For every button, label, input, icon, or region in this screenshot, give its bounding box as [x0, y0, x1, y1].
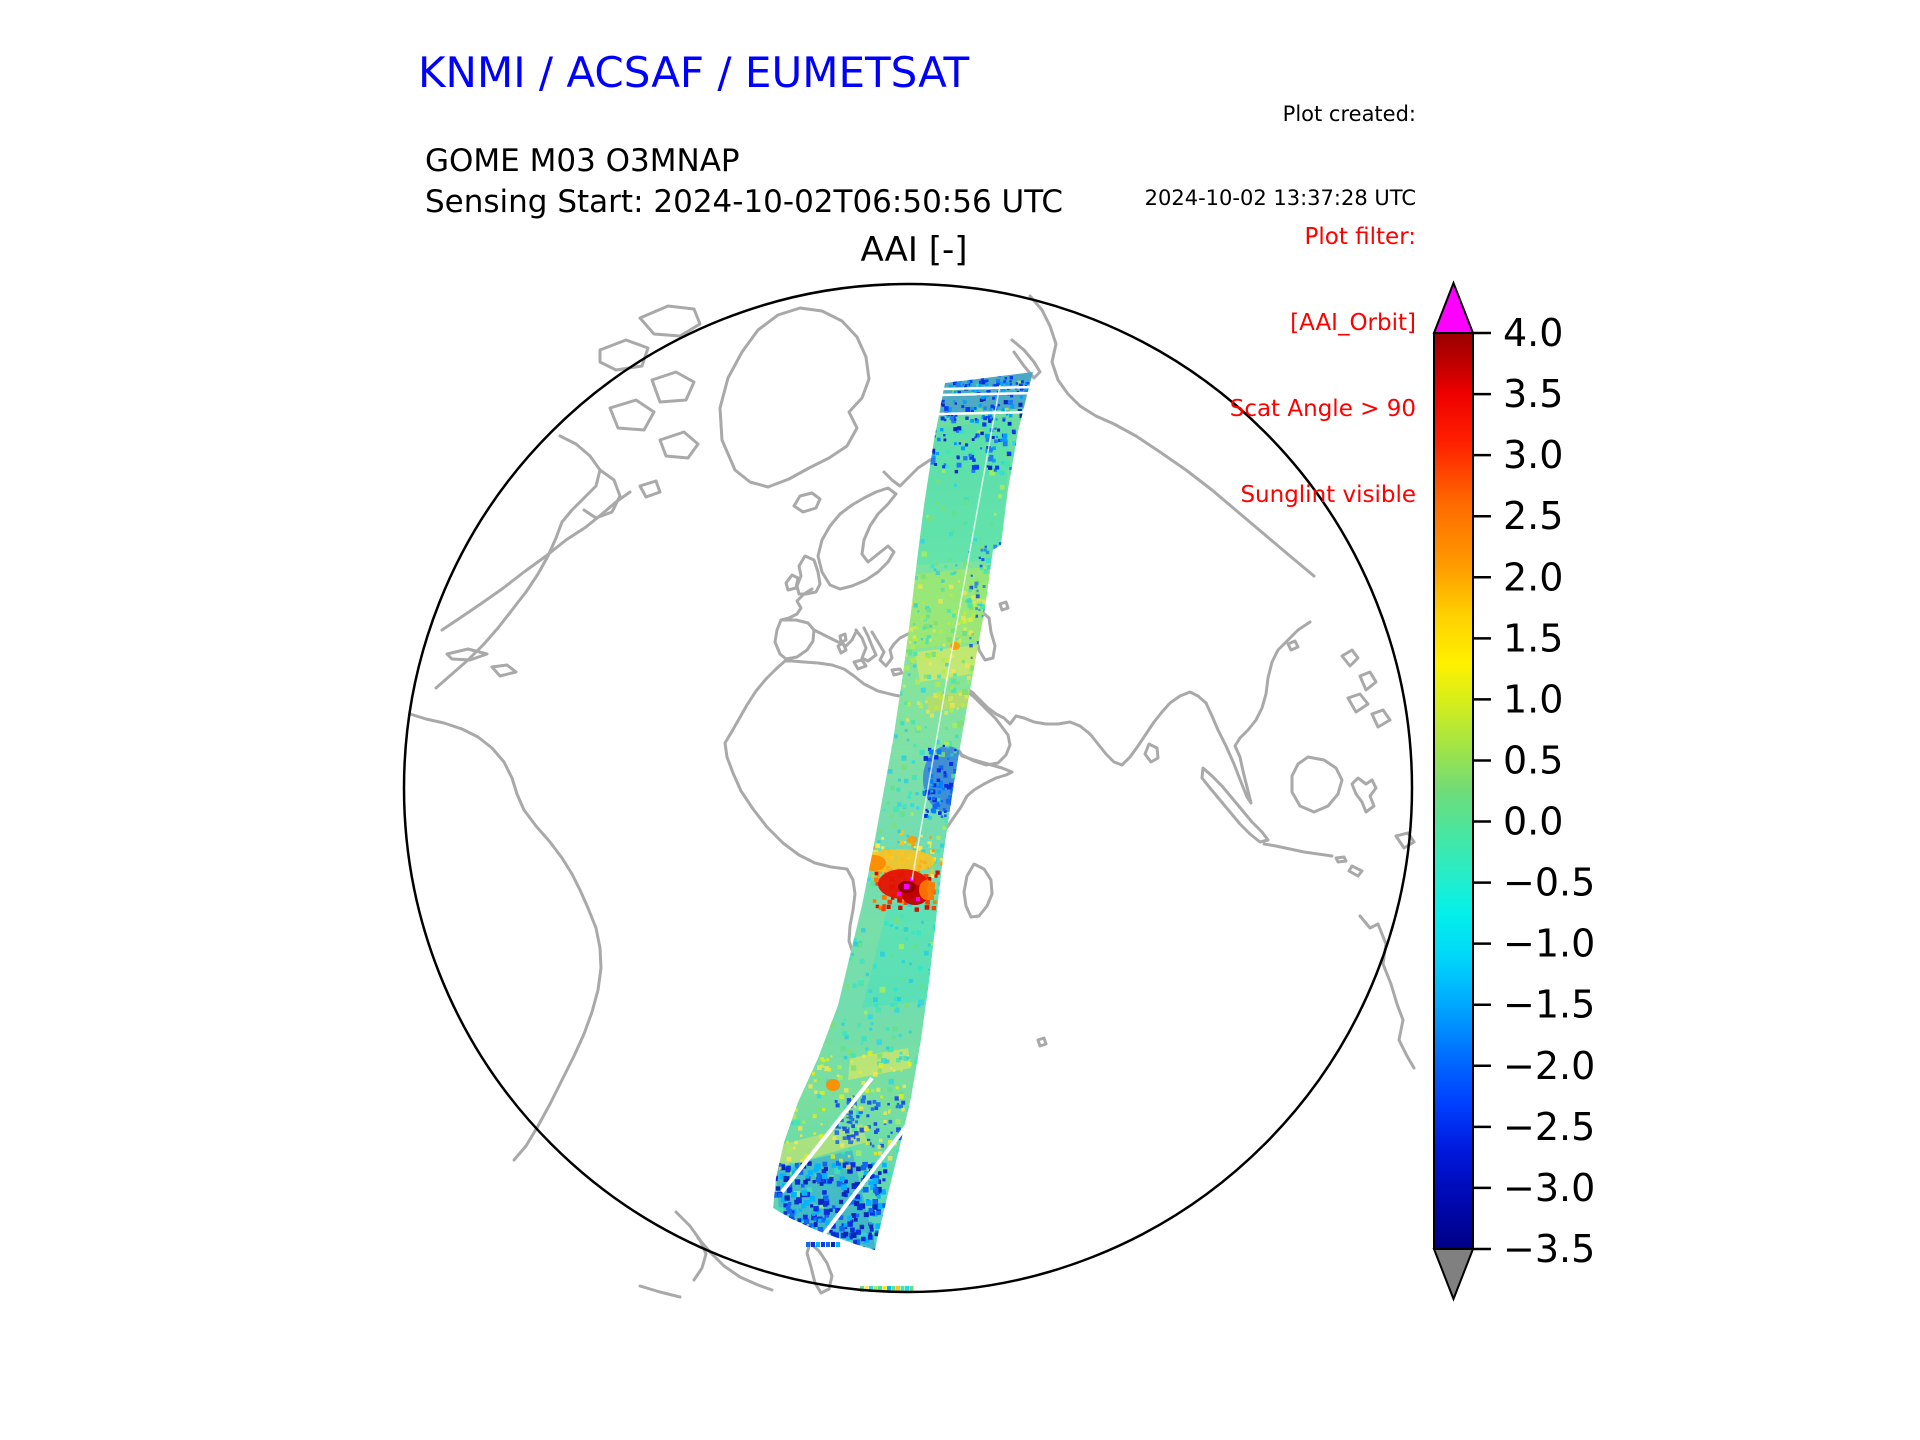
coastline-corsica	[838, 632, 848, 644]
coastline-france-west	[779, 587, 814, 622]
coastline-philippines-4	[1370, 708, 1392, 729]
colorbar-tick-label: −3.5	[1503, 1227, 1595, 1271]
colorbar-tick-label: −1.0	[1503, 922, 1595, 966]
coastline-philippines-2	[1358, 670, 1378, 692]
colorbar-tick-label: 0.0	[1503, 800, 1563, 844]
coastline-java	[1262, 842, 1334, 858]
coastline-sicily	[852, 658, 868, 671]
colorbar-tick-label: −3.0	[1503, 1166, 1595, 1210]
coastline-cuba	[445, 647, 489, 662]
plot-filter-label: Plot filter:	[1304, 223, 1416, 250]
coastline-medit-north-coast	[812, 628, 858, 648]
coastline-canada-mainland	[434, 434, 602, 690]
coastline-arctic-island-3	[650, 370, 696, 404]
plot-filter-sunglint: Sunglint visible	[1240, 482, 1416, 509]
colorbar-tick-label: 3.5	[1503, 372, 1563, 416]
coastline-balkans-greece	[870, 628, 917, 668]
plot-filter-scat-angle: Scat Angle > 90	[1229, 396, 1416, 422]
colorbar-tick-label: 0.5	[1503, 738, 1563, 782]
plot-created-timestamp: 2024-10-02 13:37:28 UTC	[1144, 185, 1416, 210]
coastline-arctic-island-2	[598, 338, 650, 372]
coastline-lesser-sunda	[1334, 855, 1348, 864]
colorbar-tick-label: −1.5	[1503, 983, 1595, 1027]
colorbar-tick-label: 1.5	[1503, 616, 1563, 660]
plot-filter-orbit: [AAI_Orbit]	[1290, 309, 1416, 336]
coastline-iberia	[773, 618, 816, 661]
coastline-iceland	[792, 491, 822, 514]
coastline-arctic-island-1	[638, 304, 702, 338]
colorbar-over-arrow	[1432, 280, 1475, 334]
coastline-uk	[795, 554, 822, 596]
swath-bottom-strip	[806, 1242, 914, 1292]
coastline-india	[1078, 690, 1208, 767]
colorbar-tick-label: −2.5	[1503, 1105, 1595, 1149]
plot-created-label: Plot created:	[1282, 102, 1416, 127]
coastline-scandinavia	[816, 486, 898, 591]
colorbar: 4.0 3.5 3.0 2.5 2.0 1.5 1.0 0.5 0.0 −0.5 −1.0 −1.5 −…	[1432, 280, 1595, 1302]
brand-title: KNMI / ACSAF / EUMETSAT	[418, 48, 970, 97]
coastline-antarctic-peninsula	[805, 1241, 834, 1295]
coastline-hainan	[1286, 639, 1300, 652]
coastline-new-guinea-tip	[1394, 831, 1416, 850]
coastline-greenland	[718, 306, 871, 489]
coastline-aral-sea	[998, 600, 1010, 612]
colorbar-tick-label: −2.0	[1503, 1044, 1595, 1088]
coastline-novaya-zemlya	[1010, 338, 1042, 380]
coastline-sri-lanka	[1143, 742, 1160, 764]
coastline-antarctica-coast-2	[638, 1284, 682, 1299]
coastline-us-east-coast	[440, 490, 632, 632]
coastline-italy	[854, 626, 878, 663]
coastline-ireland	[784, 573, 800, 592]
coastline-sulawesi	[1350, 776, 1378, 814]
coastline-philippines-1	[1340, 648, 1360, 668]
coastline-australia-nw	[1358, 914, 1416, 1070]
plot-created: Plot created: 2024-10-02 13:37:28 UTC	[1145, 46, 1416, 268]
coastline-newfoundland	[638, 479, 662, 499]
coastline-crete	[890, 667, 904, 677]
colorbar-tick-label: 1.0	[1503, 677, 1563, 721]
colorbar-tick-label: 2.0	[1503, 555, 1563, 599]
coastline-hudson-bay	[582, 468, 622, 520]
plot-filter: Plot filter: [AAI_Orbit] Scat Angle > 90…	[1230, 165, 1416, 568]
coastline-africa	[723, 659, 1014, 960]
coastline-timor	[1347, 864, 1364, 878]
coastline-madagascar	[962, 862, 994, 919]
coastline-hispaniola	[490, 663, 518, 678]
globe-circle	[402, 282, 1414, 1294]
coastline-south-america	[408, 712, 603, 1162]
coastline-antarctica-coast	[696, 1236, 774, 1292]
colorbar-tick-label: 4.0	[1503, 311, 1563, 355]
colorbar-under-arrow	[1432, 1248, 1475, 1302]
colorbar-tick-label: 3.0	[1503, 433, 1563, 477]
coastline-patagonia	[674, 1210, 708, 1282]
coastline-arctic-island-5	[658, 430, 700, 460]
colorbar-gradient	[1433, 332, 1474, 1250]
coastline-sumatra	[1200, 766, 1270, 844]
map-title: AAI [-]	[860, 230, 968, 270]
satellite-swath	[773, 372, 1033, 1250]
coastline-philippines-3	[1346, 692, 1370, 714]
sensing-start: Sensing Start: 2024-10-02T06:50:56 UTC	[425, 184, 1063, 220]
coastline-russia-arctic	[1028, 294, 1316, 578]
coastline-arctic-island-4	[608, 398, 656, 432]
colorbar-tick-label: 2.5	[1503, 494, 1563, 538]
coastline-reunion	[1036, 1036, 1048, 1048]
coastline-sardinia	[836, 641, 848, 655]
coastline-iran-makran-coast	[950, 678, 1082, 728]
coastline-borneo	[1290, 755, 1344, 814]
coastline-indochina-malay	[1204, 620, 1312, 805]
colorbar-tick-label: −0.5	[1503, 861, 1595, 905]
product-title: GOME M03 O3MNAP	[425, 143, 740, 179]
